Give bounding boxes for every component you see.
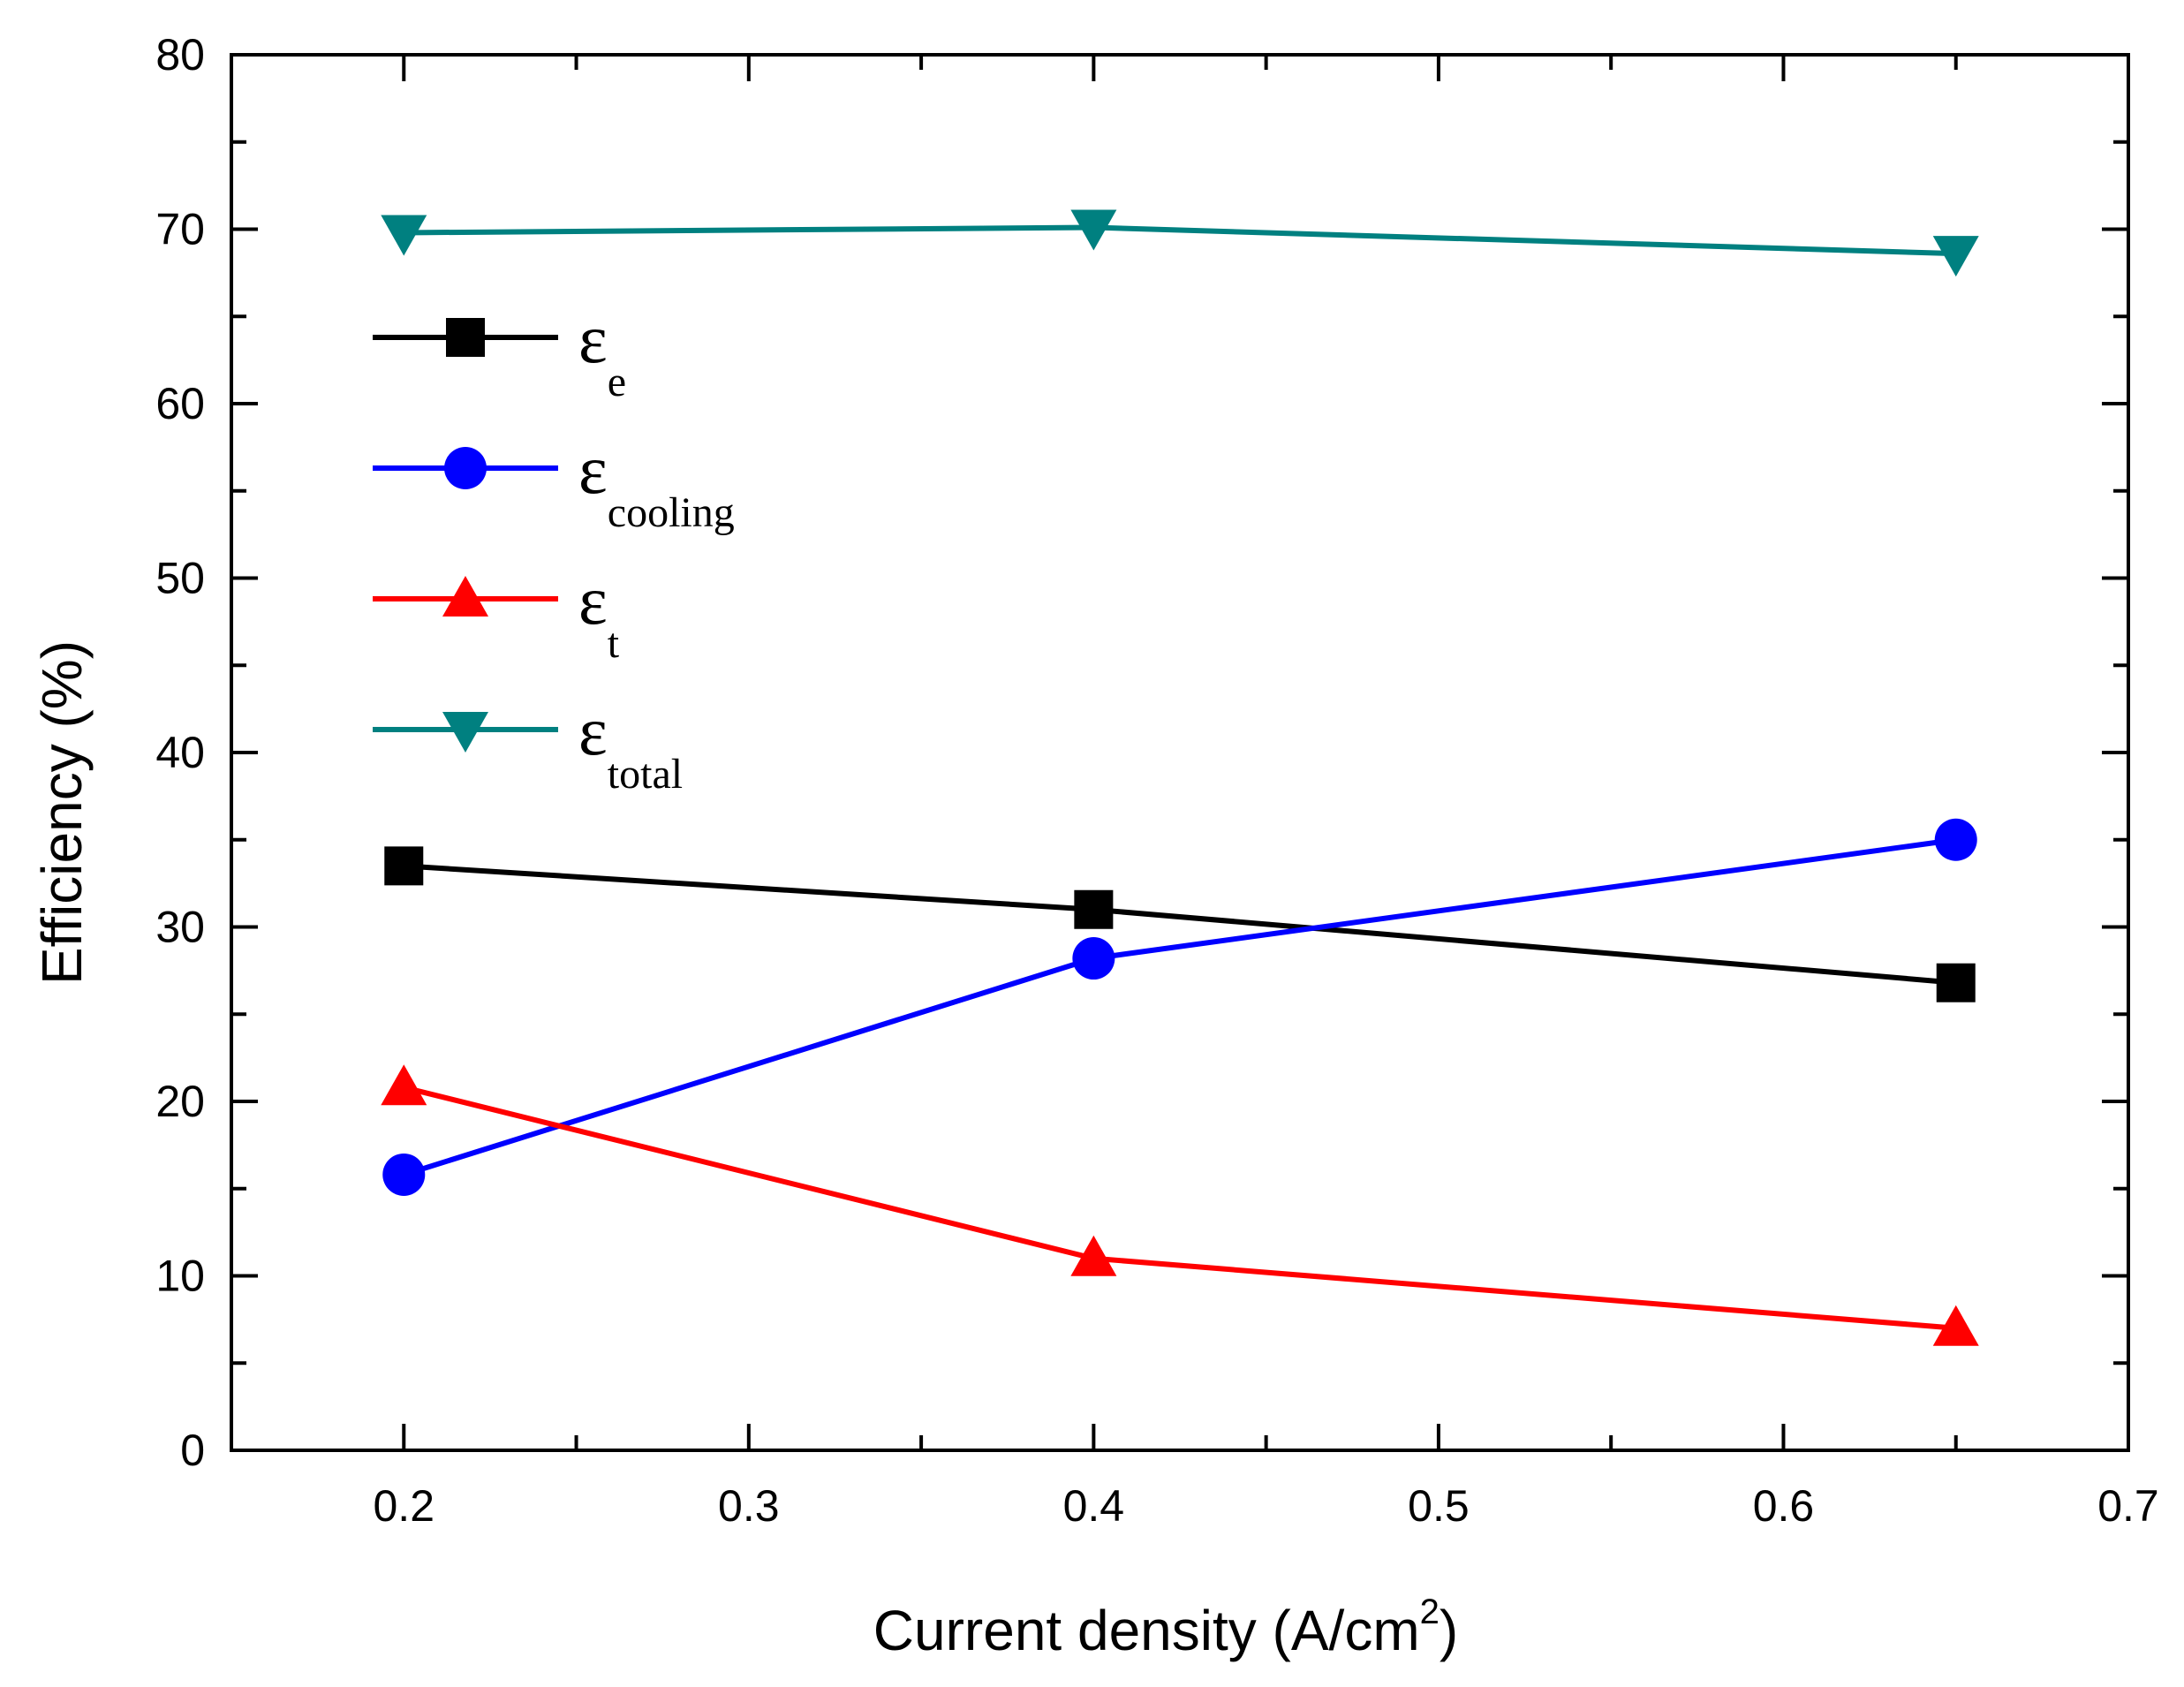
legend-subscript: cooling — [608, 489, 735, 536]
legend-label-total: εtotal — [578, 692, 683, 798]
legend-label-cooling: εcooling — [578, 431, 735, 536]
legend-symbol: ε — [578, 562, 608, 639]
series-line-t — [403, 1085, 1956, 1331]
legend-label-e: εe — [578, 300, 626, 405]
data-point-total — [1070, 209, 1117, 251]
legend-subscript: e — [608, 359, 626, 405]
data-point-e — [1936, 963, 1976, 1002]
y-tick-label: 20 — [155, 1077, 205, 1126]
data-point-cooling — [382, 1153, 426, 1196]
y-tick-label: 0 — [180, 1426, 205, 1475]
x-tick-label: 0.5 — [1408, 1481, 1470, 1531]
y-tick-label: 30 — [155, 903, 205, 952]
legend-label-t: εt — [578, 562, 620, 667]
legend-symbol: ε — [578, 431, 608, 508]
y-tick-label: 80 — [155, 30, 205, 79]
series-line-total — [404, 224, 1956, 257]
legend-marker-total — [442, 712, 488, 753]
data-point-t — [381, 1064, 427, 1106]
y-tick-label: 60 — [155, 379, 205, 428]
x-tick-label: 0.7 — [2097, 1481, 2159, 1531]
series-line-cooling — [403, 836, 1957, 1177]
x-axis-title-superscript: 2 — [1420, 1592, 1440, 1631]
data-point-total — [381, 215, 427, 256]
series-line-e — [404, 863, 1956, 986]
plot-frame — [230, 53, 2130, 1452]
data-point-total — [1932, 236, 1979, 277]
legend-symbol: ε — [578, 300, 608, 377]
x-tick-label: 0.4 — [1063, 1481, 1125, 1531]
y-tick-label: 50 — [155, 554, 205, 603]
y-tick-label: 70 — [155, 205, 205, 254]
data-point-e — [384, 846, 424, 886]
legend-symbol: ε — [578, 692, 608, 769]
x-axis-title-close: ) — [1440, 1599, 1458, 1662]
legend-marker-cooling — [444, 447, 487, 489]
y-axis-title: Efficiency (%) — [30, 640, 94, 985]
y-tick-label: 40 — [155, 728, 205, 777]
legend-marker-t — [442, 576, 488, 617]
y-tick-label: 10 — [155, 1252, 205, 1301]
data-point-e — [1074, 889, 1114, 929]
data-point-cooling — [1072, 937, 1115, 980]
data-point-t — [1932, 1305, 1979, 1346]
data-point-t — [1070, 1235, 1117, 1276]
x-axis-title-text: Current density (A/cm — [873, 1599, 1420, 1662]
legend-subscript: t — [608, 620, 620, 667]
x-tick-label: 0.3 — [718, 1481, 780, 1531]
x-tick-label: 0.2 — [374, 1481, 435, 1531]
x-tick-label: 0.6 — [1753, 1481, 1815, 1531]
x-axis-title: Current density (A/cm2) — [873, 1592, 1458, 1662]
data-point-cooling — [1934, 818, 1977, 861]
legend-marker-e — [446, 318, 485, 357]
legend-subscript: total — [608, 751, 683, 798]
